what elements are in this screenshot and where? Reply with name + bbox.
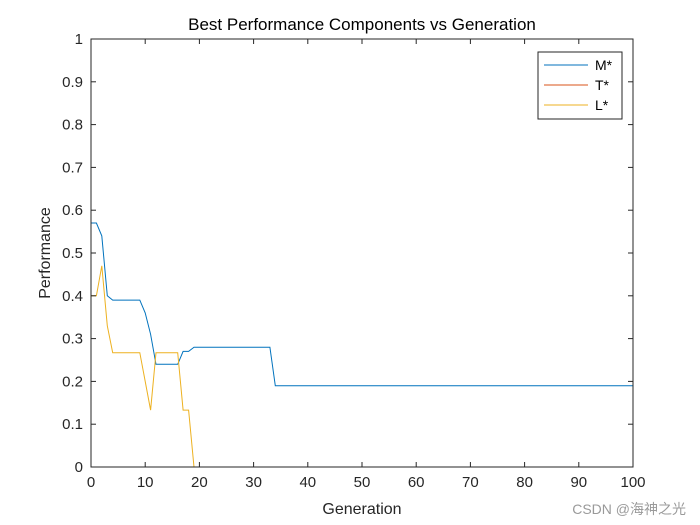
- y-tick-label: 0.8: [62, 117, 83, 134]
- y-tick-label: 0.2: [62, 373, 83, 390]
- x-tick-label: 70: [462, 474, 479, 491]
- x-tick-label: 10: [137, 474, 154, 491]
- legend-label: M*: [595, 57, 613, 73]
- x-tick-label: 80: [516, 474, 533, 491]
- y-tick-label: 0.5: [62, 245, 83, 262]
- legend: M* T* L*: [537, 51, 623, 120]
- y-tick-label: 0.7: [62, 159, 83, 176]
- y-tick-label: 0.9: [62, 74, 83, 91]
- x-tick-label: 90: [570, 474, 587, 491]
- y-tick-label: 0: [75, 459, 83, 476]
- y-tick-label: 0.1: [62, 416, 83, 433]
- series-line-3: [91, 265, 633, 468]
- ticks-layer: 0 10 20 30 40 50 60 70 80 90 100 0 0.1 0.2 0.3 0.4 0.5 0.…: [62, 31, 645, 491]
- watermark: CSDN @海神之光: [572, 501, 686, 517]
- legend-label: T*: [595, 77, 610, 93]
- y-tick-label: 0.3: [62, 331, 83, 348]
- y-tick-label: 0.4: [62, 288, 83, 305]
- y-axis-title: Performance: [37, 207, 54, 299]
- x-tick-label: 40: [299, 474, 316, 491]
- legend-label: L*: [595, 97, 609, 113]
- chart-title: Best Performance Components vs Generatio…: [188, 15, 536, 34]
- x-tick-label: 100: [620, 474, 645, 491]
- y-tick-label: 0.6: [62, 202, 83, 219]
- x-axis-title: Generation: [322, 501, 401, 518]
- x-tick-label: 0: [87, 474, 95, 491]
- x-tick-label: 20: [191, 474, 208, 491]
- x-tick-label: 50: [354, 474, 371, 491]
- x-tick-label: 60: [408, 474, 425, 491]
- y-tick-label: 1: [75, 31, 83, 48]
- x-tick-label: 30: [245, 474, 262, 491]
- series-line-1: [91, 222, 633, 387]
